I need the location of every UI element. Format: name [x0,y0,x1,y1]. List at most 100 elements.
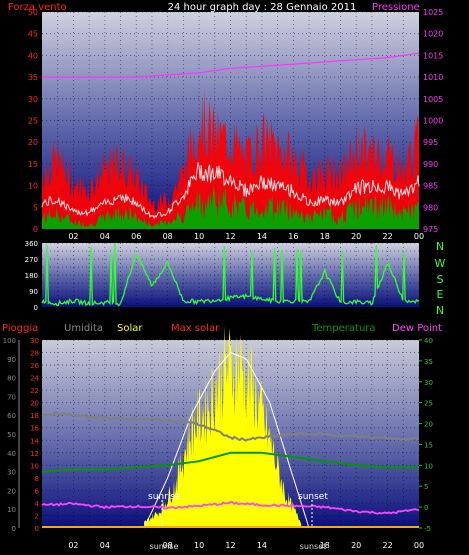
p1-x-tick-18: 18 [320,232,330,241]
p3-temp-tick-0: 0 [424,504,428,512]
p3-hum-tick-20: 20 [7,487,16,495]
p1-right-tick-1020: 1020 [423,30,443,39]
p3-rain-tick-30: 30 [30,337,39,345]
compass-e: E [437,288,444,301]
compass-n-bottom: N [436,304,444,317]
p3-rain-tick-6: 6 [35,487,40,495]
wind-direction-series [41,243,420,307]
p3-rain-tick-4: 4 [35,500,40,508]
p3-rain-tick-10: 10 [30,462,39,470]
p1-left-tick-10: 10 [28,182,38,191]
p3-rain-tick-14: 14 [30,437,39,445]
p1-right-tick-985: 985 [423,182,438,191]
panel3-series [41,325,420,529]
temperature-series [41,451,419,473]
p2-tick-90: 90 [29,288,38,296]
wind-gust-series [42,87,419,229]
p3-temp-tick-25: 25 [424,400,433,408]
p1-x-tick-02: 02 [68,232,78,241]
p3-hum-tick-100: 100 [3,337,16,345]
dew-point-series [41,501,420,515]
p1-right-tick-995: 995 [423,138,438,147]
header-left-label: Forza vento [8,2,67,13]
p3-x-tick-20: 20 [351,541,361,550]
p3-hum-tick-0: 0 [12,525,16,533]
wind-avg-series [41,162,420,219]
p3-hum-tick-30: 30 [7,469,16,477]
p3-hum-tick-80: 80 [7,375,16,383]
legend-umidita: Umidita [64,323,103,334]
p3-rain-tick-12: 12 [30,450,39,458]
pressure-series [42,52,420,78]
p2-tick-360: 360 [25,240,38,248]
p1-x-tick-04: 04 [100,232,110,241]
solar-series [144,325,302,528]
p1-x-tick-14: 14 [257,232,267,241]
p3-x-tick-22: 22 [382,541,392,550]
p3-x-tick-04: 04 [100,541,110,550]
p3-rain-tick-24: 24 [30,375,39,383]
p3-x-tick-10: 10 [194,541,204,550]
max-solar-series [143,352,310,529]
p1-x-tick-00: 00 [414,232,424,241]
p1-right-tick-1025: 1025 [423,8,443,17]
panel2-series [41,243,420,307]
p3-temp-tick-30: 30 [424,379,433,387]
p3-hum-tick-90: 90 [7,356,16,364]
panel1-series [41,52,420,229]
p3-temp-tick-20: 20 [424,421,433,429]
p3-temp-tick-10: 10 [424,462,433,470]
p3-rain-tick-8: 8 [35,475,39,483]
header-right-label: Pressione [372,2,420,13]
p3-rain-tick-2: 2 [35,512,39,520]
p1-x-tick-08: 08 [163,232,173,241]
p3-rain-tick-18: 18 [30,412,39,420]
p1-left-tick-35: 35 [28,73,38,82]
compass-n-top: N [436,240,444,253]
p3-x-tick-08: 08 [163,541,173,550]
p3-rain-tick-22: 22 [30,387,39,395]
p3-x-tick-00: 00 [414,541,424,550]
p3-hum-tick-60: 60 [7,412,16,420]
p1-right-tick-1015: 1015 [423,51,443,60]
axes: 0510152025303540455097598098599099510001… [3,8,444,550]
p3-rain-tick-16: 16 [30,425,39,433]
p1-x-tick-10: 10 [194,232,204,241]
humidity-series [41,411,420,442]
p1-left-tick-45: 45 [28,30,38,39]
p1-right-tick-990: 990 [423,160,438,169]
legend-pioggia: Pioggia [2,323,38,334]
p1-left-tick-30: 30 [28,95,38,104]
legend-solar: Solar [117,323,143,334]
legend-max-solar: Max solar [171,323,220,334]
p3-rain-tick-28: 28 [30,350,39,358]
p3-temp-tick-5: 5 [424,483,428,491]
p3-temp-tick-35: 35 [424,358,433,366]
sunrise-axis-label: sunrise [150,542,179,551]
p1-left-tick-50: 50 [28,8,38,17]
p2-tick-180: 180 [25,272,38,280]
legend-temperatura: Temperatura [311,323,376,334]
p1-x-tick-22: 22 [382,232,392,241]
p3-x-tick-12: 12 [225,541,235,550]
compass-s: S [437,273,444,286]
p1-right-tick-980: 980 [423,203,438,212]
legend-dew-point: Dew Point [392,323,442,334]
p1-left-tick-15: 15 [28,160,38,169]
p1-left-tick-20: 20 [28,138,38,147]
p3-x-tick-02: 02 [68,541,78,550]
p1-x-tick-20: 20 [351,232,361,241]
p3-rain-tick-26: 26 [30,362,39,370]
p3-x-tick-14: 14 [257,541,267,550]
p3-hum-tick-10: 10 [7,506,16,514]
p1-left-tick-40: 40 [28,51,38,60]
p3-hum-tick-70: 70 [7,393,16,401]
p3-temp-tick-15: 15 [424,441,433,449]
p1-left-tick-0: 0 [33,225,38,234]
p1-right-tick-975: 975 [423,225,438,234]
p3-hum-tick-40: 40 [7,450,16,458]
p1-x-tick-16: 16 [288,232,298,241]
sunset-axis-label: sunset [300,542,327,551]
p1-right-tick-1005: 1005 [423,95,443,104]
